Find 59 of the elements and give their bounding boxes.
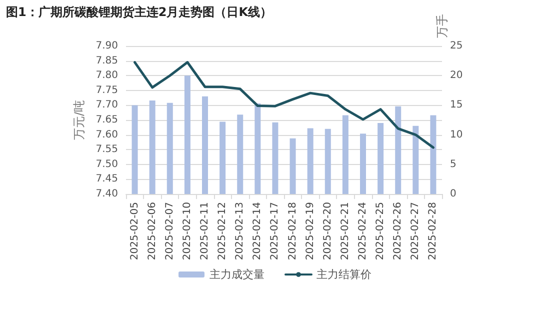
bar	[254, 103, 261, 194]
line-series	[134, 61, 434, 149]
y-tick-label: 7.60	[96, 129, 118, 140]
x-tick-label: 2025-02-21	[340, 202, 351, 260]
x-tick-label: 2025-02-06	[146, 202, 158, 260]
y-axis-title: 万元/吨	[72, 100, 86, 140]
bar	[166, 102, 173, 194]
bar	[395, 106, 402, 194]
legend-label: 主力结算价	[316, 268, 372, 281]
x-tick-label: 2025-02-27	[410, 202, 422, 260]
x-tick-label: 2025-02-07	[164, 202, 176, 260]
y-tick-label: 7.40	[96, 188, 118, 200]
y2-tick-label: 15	[450, 100, 463, 111]
y-tick-label: 7.65	[96, 114, 118, 126]
bar	[237, 114, 244, 194]
x-tick-label: 2025-02-26	[392, 202, 404, 260]
chart-title: 图1：广期所碳酸锂期货主连2月走势图（日K线）	[6, 4, 272, 21]
x-tick-label: 2025-02-10	[182, 202, 193, 260]
y-tick-label: 7.45	[96, 174, 118, 185]
y2-tick-label: 20	[450, 70, 463, 82]
bar	[430, 115, 436, 194]
bar	[149, 100, 156, 194]
x-tick-label: 2025-02-20	[322, 202, 334, 260]
bar	[184, 76, 190, 194]
bar	[342, 115, 348, 194]
y-tick-label: 7.55	[96, 144, 118, 156]
y-tick-label: 7.90	[96, 40, 118, 52]
bar	[132, 105, 138, 194]
bar	[202, 96, 208, 194]
y2-axis-title: 万手	[435, 14, 449, 38]
bar	[290, 138, 296, 194]
y-tick-label: 7.85	[96, 55, 118, 66]
y-tick-label: 7.70	[96, 100, 118, 111]
bar	[412, 126, 419, 194]
bar	[220, 122, 226, 194]
y2-tick-label: 5	[450, 158, 456, 170]
x-tick-label: 2025-02-05	[129, 202, 140, 260]
y2-tick-label: 10	[450, 129, 463, 140]
y-tick-label: 7.50	[96, 158, 118, 170]
bar	[378, 122, 384, 194]
x-tick-label: 2025-02-17	[270, 202, 281, 260]
x-tick-label: 2025-02-13	[234, 202, 246, 260]
x-tick-label: 2025-02-28	[428, 202, 439, 260]
legend-label: 主力成交量	[210, 268, 264, 281]
bar	[272, 122, 278, 194]
x-tick-label: 2025-02-24	[358, 202, 368, 260]
y2-tick-label: 0	[450, 188, 456, 200]
x-tick-label: 2025-02-11	[200, 202, 210, 260]
x-tick-label: 2025-02-12	[217, 202, 228, 260]
x-tick-label: 2025-02-25	[375, 202, 386, 260]
x-tick-label: 2025-02-18	[287, 202, 298, 260]
bar	[324, 128, 331, 194]
y2-tick-label: 25	[450, 40, 463, 52]
x-tick-label: 2025-02-19	[304, 202, 316, 260]
y-tick-label: 7.80	[96, 70, 118, 82]
bar	[360, 134, 366, 194]
bar	[307, 128, 314, 194]
y-tick-label: 7.75	[96, 84, 118, 96]
x-tick-label: 2025-02-14	[252, 202, 264, 260]
